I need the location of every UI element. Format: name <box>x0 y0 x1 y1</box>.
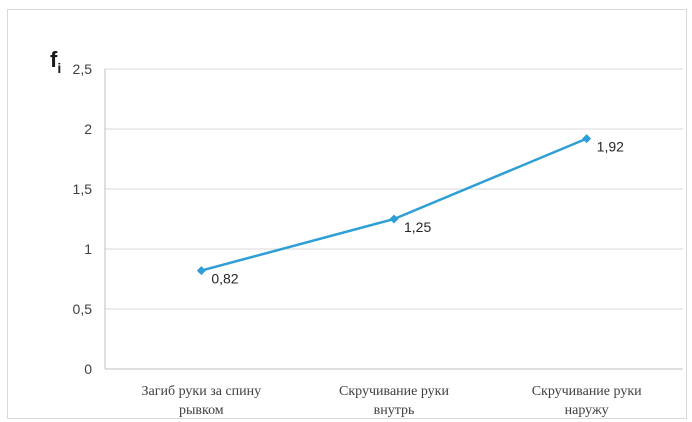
data-point-marker <box>389 214 399 224</box>
x-tick-label: Скручивание руки внутрь <box>339 384 449 418</box>
series-polyline <box>201 137 588 272</box>
x-axis-ticks: Загиб руки за спину рывком Скручивание рук… <box>142 384 643 418</box>
y-tick-label: 2 <box>84 121 92 137</box>
y-axis-label: fi <box>50 47 61 76</box>
data-point-marker <box>582 134 592 144</box>
y-tick-label: 2,5 <box>73 61 93 77</box>
y-tick-label: 0,5 <box>73 301 93 317</box>
x-tick-label: Скручивание руки наружу <box>532 384 642 418</box>
series-line: 0,82 1,25 1,92 <box>196 134 624 287</box>
y-tick-label: 1,5 <box>73 181 93 197</box>
y-axis-ticks: 0 0,5 1 1,5 2 2,5 <box>73 61 93 377</box>
line-chart: fi 0 0,5 1 1,5 2 2,5 Загиб руки за спину рывко… <box>50 47 683 418</box>
x-tick-label: Загиб руки за спину рывком <box>142 384 262 418</box>
data-label: 1,92 <box>597 139 624 155</box>
data-label: 1,25 <box>404 219 431 235</box>
gridlines <box>104 68 683 370</box>
data-label: 0,82 <box>211 271 238 287</box>
data-point-marker <box>196 266 206 276</box>
y-tick-label: 1 <box>84 241 92 257</box>
y-tick-label: 0 <box>84 361 92 377</box>
chart-frame: fi 0 0,5 1 1,5 2 2,5 Загиб руки за спину рывко… <box>7 9 687 419</box>
